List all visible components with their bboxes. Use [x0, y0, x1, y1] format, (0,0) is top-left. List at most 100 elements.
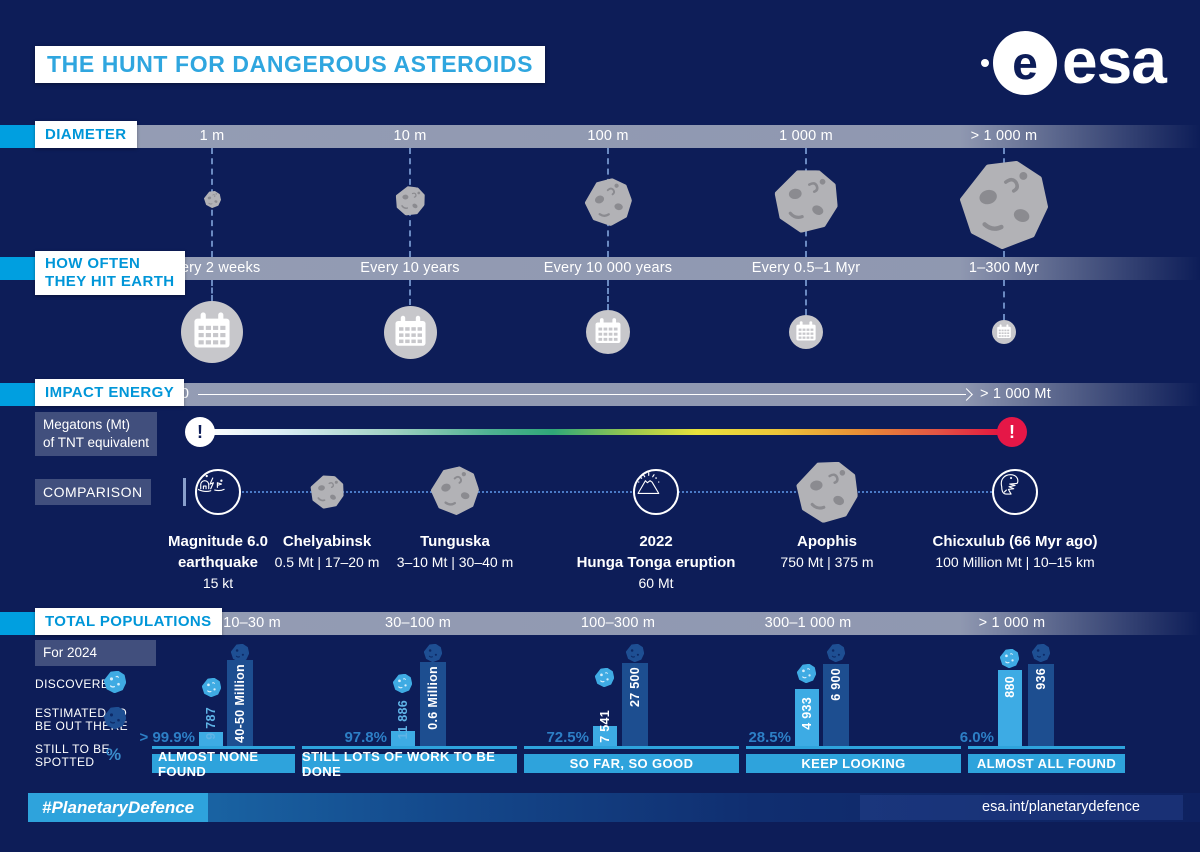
page-title: THE HUNT FOR DANGEROUS ASTEROIDS [35, 46, 546, 83]
diameter-value: 1 000 m [779, 128, 833, 144]
frequency-label-line2: THEY HIT EARTH [45, 273, 175, 290]
estimated-bar [622, 663, 648, 746]
estimated-count: 936 [1034, 668, 1048, 690]
population-range: 30–100 m [384, 615, 452, 631]
asteroid-illustration-1000m [770, 165, 841, 236]
group-verdict-banner: KEEP LOOKING [746, 754, 961, 773]
calendar-icon [181, 301, 243, 363]
impact-energy-units: Megatons (Mt) of TNT equivalent [35, 412, 158, 456]
frequency-band: Every 2 weeks Every 10 years Every 10 00… [0, 257, 1200, 280]
estimated-asteroid-icon [104, 707, 126, 729]
frequency-label-line1: HOW OFTEN [45, 255, 141, 272]
legend-spotted-label-line1: STILL TO BE [35, 742, 110, 756]
group-baseline [746, 746, 961, 749]
discovered-asteroid-icon [393, 674, 412, 693]
frequency-accent-strip [0, 257, 35, 280]
discovered-asteroid-icon [595, 668, 614, 687]
comparison-item-label: Magnitude 6.0 earthquake 15 kt [167, 533, 268, 591]
estimated-count: 40-50 Million [233, 664, 247, 743]
estimated-bar [1028, 664, 1054, 746]
diameter-band: 1 m 10 m 100 m 1 000 m > 1 000 m [0, 125, 1200, 148]
estimated-bar [823, 664, 849, 746]
volcano-icon [633, 469, 679, 515]
tunguska-asteroid-icon [429, 465, 482, 518]
esa-logo-letter: e [1012, 37, 1038, 89]
energy-gradient-bar [202, 429, 1000, 435]
discovered-bar [593, 726, 617, 746]
comparison-item-label: Tunguska 3–10 Mt | 30–40 m [396, 533, 514, 570]
still-to-spot-percent: > 99.9% [139, 729, 195, 746]
footer-url: esa.int/planetarydefence [982, 799, 1140, 815]
population-range: 10–30 m [223, 615, 281, 631]
frequency-value: Every 0.5–1 Myr [751, 260, 861, 276]
diameter-section-label: DIAMETER [35, 121, 137, 148]
asteroid-illustration-10m [392, 183, 428, 219]
column-guide-line [607, 280, 609, 310]
frequency-value: Every 10 000 years [543, 260, 673, 276]
group-verdict-banner: SO FAR, SO GOOD [524, 754, 739, 773]
impact-units-line2: of TNT equivalent [43, 435, 150, 450]
comparison-item-label: Apophis 750 Mt | 375 m [780, 533, 874, 570]
column-guide-line [211, 280, 213, 301]
group-baseline [968, 746, 1125, 749]
discovered-count: 11 886 [396, 699, 410, 739]
legend-discovered-label: DISCOVERED [35, 677, 119, 691]
column-guide-line [805, 280, 807, 315]
asteroid-illustration-1m [204, 191, 221, 208]
discovered-count: 7 541 [598, 710, 612, 743]
calendar-icon [789, 315, 823, 349]
chelyabinsk-asteroid-icon [307, 472, 346, 511]
energy-scale-start: 0 [180, 386, 190, 402]
population-range: 300–1 000 m [764, 615, 852, 631]
comparison-item-label: Chicxulub (66 Myr ago) 100 Million Mt | … [932, 533, 1098, 570]
esa-wordmark: esa [1062, 25, 1167, 97]
group-baseline [152, 746, 295, 749]
still-to-spot-percent: 72.5% [546, 729, 589, 746]
discovered-bar [391, 731, 415, 746]
column-guide-line [409, 280, 411, 305]
diameter-value: 100 m [587, 128, 629, 144]
esa-logo-mark-icon: e [993, 31, 1057, 95]
population-range: > 1 000 m [978, 615, 1046, 631]
group-verdict-banner: STILL LOTS OF WORK TO BE DONE [302, 749, 517, 779]
populations-section-label: TOTAL POPULATIONS [35, 608, 222, 635]
populations-accent-strip [0, 612, 35, 635]
still-to-spot-percent: 97.8% [344, 729, 387, 746]
frequency-value: Every 10 years [360, 260, 460, 276]
discovered-bar [795, 689, 819, 746]
frequency-value: Every 2 weeks [163, 260, 261, 276]
estimated-bar [227, 660, 253, 746]
legend-estimated-label-line1: ESTIMATED TO [35, 706, 128, 720]
legend-estimated-label-line2: BE OUT THERE [35, 719, 129, 733]
estimated-asteroid-icon [424, 644, 442, 662]
calendar-icon [992, 320, 1016, 344]
discovered-count: 4 933 [800, 697, 814, 730]
frequency-value: 1–300 Myr [968, 260, 1040, 276]
diameter-value: 10 m [393, 128, 427, 144]
asteroid-illustration-gt1000m [960, 161, 1048, 249]
legend-spotted-label-line2: SPOTTED [35, 755, 95, 769]
energy-scale-line [198, 394, 966, 395]
campaign-hashtag: #PlanetaryDefence [28, 793, 209, 822]
discovered-bar [199, 732, 223, 746]
population-range: 100–300 m [580, 615, 656, 631]
group-baseline [302, 746, 517, 749]
calendar-icon [384, 306, 437, 359]
high-energy-alert-icon: ! [997, 417, 1027, 447]
estimated-asteroid-icon [626, 644, 644, 662]
group-verdict-banner: ALMOST NONE FOUND [152, 749, 295, 779]
impact-units-line1: Megatons (Mt) [43, 417, 131, 432]
column-guide-line [1003, 280, 1005, 320]
percent-symbol: % [106, 745, 122, 764]
estimated-asteroid-icon [1032, 644, 1050, 662]
comparison-item-label: Chelyabinsk 0.5 Mt | 17–20 m [274, 533, 380, 570]
impact-energy-section-label: IMPACT ENERGY [35, 379, 185, 406]
estimated-asteroid-icon [827, 644, 845, 662]
calendar-icon [586, 310, 630, 354]
asteroid-illustration-100m [582, 176, 635, 229]
footer-url-panel [860, 795, 1183, 820]
estimated-bar [420, 662, 446, 746]
discovered-count: 880 [1003, 676, 1017, 698]
low-energy-alert-icon: ! [185, 417, 215, 447]
discovered-count: 9 787 [204, 707, 218, 740]
